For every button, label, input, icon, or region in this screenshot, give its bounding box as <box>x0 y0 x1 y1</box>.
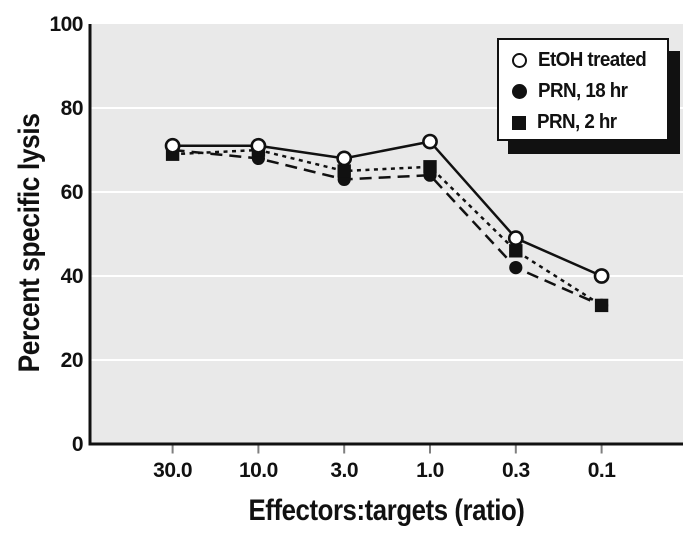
y-tick-label: 20 <box>61 349 83 372</box>
data-point-prn-18-hr <box>509 261 523 275</box>
data-point-etoh-treated <box>336 150 353 167</box>
data-point-etoh-treated <box>507 230 524 247</box>
data-point-prn-2-hr <box>509 244 523 258</box>
series-line-prn-18-hr <box>172 148 603 307</box>
data-point-etoh-treated <box>164 137 181 154</box>
legend-item-prn-18-hr: PRN, 18 hr <box>512 76 667 107</box>
legend-item-prn-2-hr: PRN, 2 hr <box>512 107 667 138</box>
data-point-prn-2-hr <box>423 160 437 174</box>
data-point-etoh-treated <box>593 268 610 284</box>
legend-label: PRN, 18 hr <box>538 80 628 102</box>
open-circle-marker-icon <box>512 53 527 68</box>
legend-label: EtOH treated <box>538 49 647 71</box>
series-line-prn-2-hr <box>172 148 603 307</box>
y-tick-label: 40 <box>61 265 83 288</box>
x-tick-label: 3.0 <box>330 459 358 482</box>
filled-square-marker-icon <box>512 115 526 130</box>
legend-item-etoh-treated: EtOH treated <box>512 45 667 76</box>
data-point-etoh-treated <box>422 133 438 150</box>
x-tick-label: 10.0 <box>239 459 278 482</box>
x-tick-label: 1.0 <box>416 459 444 482</box>
data-point-etoh-treated <box>250 137 267 154</box>
filled-circle-marker-icon <box>512 84 527 99</box>
x-tick-label: 0.3 <box>502 459 530 482</box>
legend-label: PRN, 2 hr <box>537 111 617 133</box>
y-tick-label: 80 <box>61 97 83 120</box>
data-point-prn-2-hr <box>594 298 609 313</box>
series-line-etoh-treated <box>172 140 603 278</box>
y-tick-label: 60 <box>61 181 83 204</box>
legend-box: EtOH treated PRN, 18 hr PRN, 2 hr <box>497 38 669 141</box>
x-tick-label: 0.1 <box>588 459 617 482</box>
x-axis-title: Effectors:targets (ratio) <box>248 494 525 527</box>
y-tick-label: 0 <box>72 433 83 456</box>
data-point-prn-2-hr <box>337 164 351 178</box>
y-tick-label: 100 <box>49 13 83 36</box>
y-axis-title: Percent specific lysis <box>13 113 46 373</box>
x-tick-label: 30.0 <box>153 459 192 482</box>
